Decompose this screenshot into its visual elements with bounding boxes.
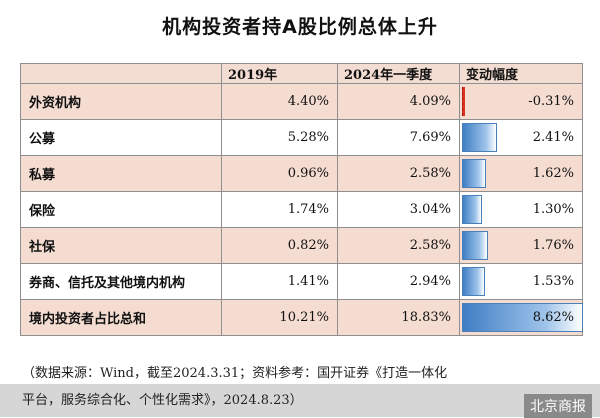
value-2019: 5.28%	[221, 119, 338, 156]
value-2019: 0.96%	[221, 155, 338, 192]
change-cell: 1.62%	[459, 155, 583, 192]
chart-title: 机构投资者持A股比例总体上升	[162, 16, 438, 38]
change-value: 1.62%	[532, 166, 574, 181]
source-line-2: 平台，服务综合化、个性化需求》，2024.8.23）	[22, 393, 303, 408]
change-bar	[462, 195, 482, 224]
change-cell: 1.76%	[459, 227, 583, 264]
value-2019: 1.74%	[221, 191, 338, 228]
change-value: 8.62%	[532, 310, 574, 325]
change-bar	[462, 159, 486, 188]
header-cell-2024q1: 2024年一季度	[337, 63, 460, 84]
data-table: 2019年 2024年一季度 变动幅度 外资机构 4.40% 4.09% -0.31%…	[20, 63, 583, 336]
brand-logo: 北京商报	[524, 394, 592, 418]
row-label: 券商、信托及其他境内机构	[20, 263, 222, 300]
header-cell-change: 变动幅度	[459, 63, 583, 84]
source-line-1: （数据来源：Wind，截至2024.3.31；资料参考：国开证券《打造一体化	[22, 366, 448, 381]
table-row: 保险 1.74% 3.04% 1.30%	[20, 191, 583, 228]
table-row: 境内投资者占比总和 10.21% 18.83% 8.62%	[20, 299, 583, 336]
value-2024q1: 3.04%	[337, 191, 460, 228]
change-cell: -0.31%	[459, 83, 583, 120]
change-value: 1.53%	[532, 274, 574, 289]
row-label: 外资机构	[20, 83, 222, 120]
table-row: 社保 0.82% 2.58% 1.76%	[20, 227, 583, 264]
table-header-row: 2019年 2024年一季度 变动幅度	[20, 63, 583, 84]
change-cell: 1.53%	[459, 263, 583, 300]
change-value: 2.41%	[532, 130, 574, 145]
value-2024q1: 18.83%	[337, 299, 460, 336]
table-row: 公募 5.28% 7.69% 2.41%	[20, 119, 583, 156]
change-bar	[462, 231, 488, 260]
change-value: -0.31%	[528, 94, 574, 109]
change-cell: 2.41%	[459, 119, 583, 156]
value-2024q1: 4.09%	[337, 83, 460, 120]
footer-bar	[0, 384, 600, 417]
value-2019: 4.40%	[221, 83, 338, 120]
value-2019: 0.82%	[221, 227, 338, 264]
row-label: 公募	[20, 119, 222, 156]
header-cell-name	[20, 63, 222, 84]
row-label: 社保	[20, 227, 222, 264]
change-cell: 8.62%	[459, 299, 583, 336]
value-2019: 10.21%	[221, 299, 338, 336]
change-bar	[462, 87, 465, 116]
row-label: 境内投资者占比总和	[20, 299, 222, 336]
change-value: 1.30%	[532, 202, 574, 217]
change-value: 1.76%	[532, 238, 574, 253]
header-cell-2019: 2019年	[221, 63, 338, 84]
value-2024q1: 7.69%	[337, 119, 460, 156]
row-label: 保险	[20, 191, 222, 228]
change-bar	[462, 303, 583, 332]
change-cell: 1.30%	[459, 191, 583, 228]
table-row: 券商、信托及其他境内机构 1.41% 2.94% 1.53%	[20, 263, 583, 300]
value-2024q1: 2.94%	[337, 263, 460, 300]
row-label: 私募	[20, 155, 222, 192]
value-2024q1: 2.58%	[337, 227, 460, 264]
value-2019: 1.41%	[221, 263, 338, 300]
change-bar	[462, 267, 485, 296]
change-bar	[462, 123, 497, 152]
table-row: 外资机构 4.40% 4.09% -0.31%	[20, 83, 583, 120]
value-2024q1: 2.58%	[337, 155, 460, 192]
source-note: （数据来源：Wind，截至2024.3.31；资料参考：国开证券《打造一体化	[22, 362, 582, 385]
table-row: 私募 0.96% 2.58% 1.62%	[20, 155, 583, 192]
